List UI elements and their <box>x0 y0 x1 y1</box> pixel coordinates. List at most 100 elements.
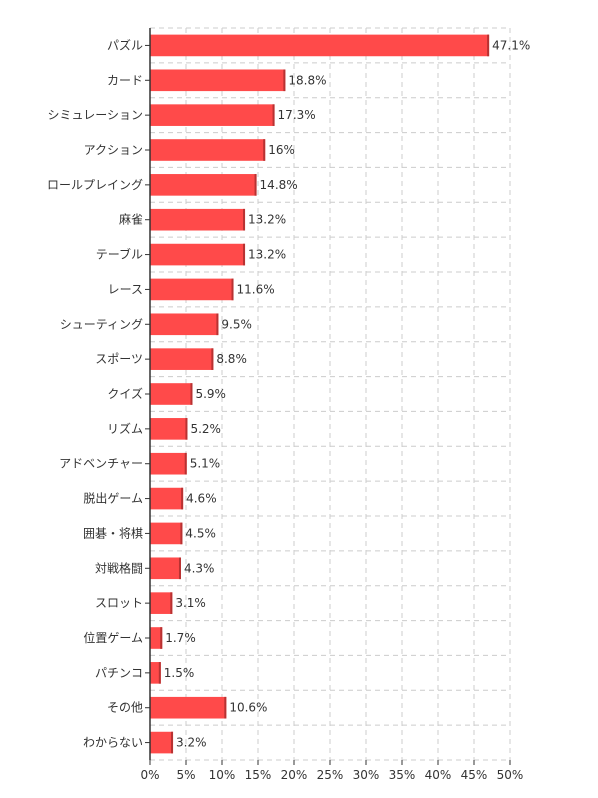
value-label-10: 5.9% <box>195 387 226 401</box>
x-tick-label-1: 5% <box>176 768 195 782</box>
value-label-16: 3.1% <box>175 596 206 610</box>
bar-12 <box>150 452 187 475</box>
bar-edge-14 <box>180 522 183 545</box>
value-label-11: 5.2% <box>190 422 221 436</box>
category-label-20: わからない <box>83 736 143 750</box>
value-label-0: 47.1% <box>492 38 530 52</box>
category-label-2: シミュレーション <box>47 108 143 122</box>
bar-7 <box>150 278 234 301</box>
category-label-14: 囲碁・将棋 <box>83 526 143 540</box>
category-label-6: テーブル <box>96 247 143 262</box>
category-label-9: スポーツ <box>95 352 143 366</box>
category-label-17: 位置ゲーム <box>83 630 143 645</box>
value-label-9: 8.8% <box>216 352 247 366</box>
value-label-12: 5.1% <box>190 457 221 471</box>
bar-edge-3 <box>263 139 266 161</box>
bar-edge-5 <box>243 208 246 231</box>
bar-edge-20 <box>171 731 174 754</box>
x-tick-labels: 0% 5% 10% 15% 20% 25% 30% 35% 40% 45% 50% <box>140 760 523 782</box>
category-label-10: クイズ <box>107 386 143 401</box>
bar-edge-2 <box>272 104 275 126</box>
bar-edge-12 <box>184 452 187 475</box>
bar-edge-7 <box>231 278 234 301</box>
category-label-13: 脱出ゲーム <box>83 491 143 506</box>
value-label-2: 17.3% <box>278 108 316 122</box>
x-tick-label-0: 0% <box>140 768 159 782</box>
category-label-5: 麻雀 <box>119 212 143 227</box>
bar-10 <box>150 383 193 405</box>
bar-16 <box>150 592 173 614</box>
category-label-15: 対戦格闘 <box>95 560 143 575</box>
bar-0 <box>150 34 490 57</box>
category-label-12: アドベンチャー <box>59 457 143 471</box>
x-tick-label-8: 40% <box>425 768 452 782</box>
bar-15 <box>150 557 181 580</box>
x-tick-label-4: 20% <box>281 768 308 782</box>
category-label-1: カード <box>107 73 143 87</box>
bar-20 <box>150 731 174 754</box>
bars <box>150 34 490 754</box>
x-tick-label-2: 10% <box>209 768 236 782</box>
value-label-6: 13.2% <box>248 248 286 262</box>
category-label-0: パズル <box>107 37 143 52</box>
value-label-20: 3.2% <box>176 736 207 750</box>
x-tick-label-7: 35% <box>389 768 416 782</box>
bar-edge-8 <box>216 313 219 336</box>
category-label-4: ロールプレイング <box>47 178 143 192</box>
x-tick-label-9: 45% <box>461 768 488 782</box>
bar-17 <box>150 627 163 649</box>
bar-1 <box>150 69 286 92</box>
bar-edge-10 <box>190 383 193 405</box>
bar-edge-0 <box>487 34 490 57</box>
bar-edge-4 <box>254 174 257 196</box>
bar-11 <box>150 418 188 440</box>
bar-2 <box>150 104 275 126</box>
value-label-7: 11.6% <box>237 282 275 296</box>
value-label-14: 4.5% <box>185 526 216 540</box>
bar-19 <box>150 696 227 719</box>
bar-5 <box>150 208 246 231</box>
bar-4 <box>150 174 257 196</box>
bar-13 <box>150 487 184 510</box>
x-tick-label-3: 15% <box>245 768 272 782</box>
bar-14 <box>150 522 183 545</box>
bar-edge-1 <box>283 69 286 92</box>
bar-3 <box>150 139 266 161</box>
category-label-7: レース <box>108 282 143 296</box>
category-label-11: リズム <box>107 421 143 436</box>
category-label-16: スロット <box>95 596 143 610</box>
value-label-3: 16% <box>268 143 295 157</box>
value-label-18: 1.5% <box>164 666 195 680</box>
value-labels: 47.1% 18.8% 17.3% 16% 14.8% 13.2% 13.2% 11.6% 9.… <box>164 38 530 749</box>
bar-18 <box>150 662 161 684</box>
x-tick-label-6: 30% <box>353 768 380 782</box>
value-label-1: 18.8% <box>288 73 326 87</box>
value-label-15: 4.3% <box>184 561 215 575</box>
bar-edge-17 <box>160 627 163 649</box>
bar-edge-16 <box>170 592 173 614</box>
value-label-13: 4.6% <box>186 492 217 506</box>
category-label-3: アクション <box>84 143 143 157</box>
category-label-19: その他 <box>107 701 143 715</box>
bar-edge-9 <box>211 348 214 370</box>
bar-6 <box>150 243 246 266</box>
value-label-8: 9.5% <box>221 317 252 331</box>
value-label-4: 14.8% <box>260 178 298 192</box>
bar-edge-11 <box>185 418 188 440</box>
bar-8 <box>150 313 219 336</box>
bar-edge-15 <box>178 557 181 580</box>
value-label-19: 10.6% <box>229 701 267 715</box>
category-label-18: パチンコ <box>95 666 143 680</box>
bar-edge-13 <box>181 487 184 510</box>
x-tick-label-5: 25% <box>317 768 344 782</box>
x-tick-label-10: 50% <box>497 768 524 782</box>
value-label-5: 13.2% <box>248 213 286 227</box>
bar-9 <box>150 348 214 370</box>
bar-edge-19 <box>224 696 227 719</box>
category-label-8: シューティング <box>60 317 143 331</box>
bar-edge-6 <box>243 243 246 266</box>
category-labels: パズルカードシミュレーションアクションロールプレイング麻雀テーブルレースシューテ… <box>47 37 150 750</box>
bar-edge-18 <box>158 662 161 684</box>
value-label-17: 1.7% <box>165 631 196 645</box>
